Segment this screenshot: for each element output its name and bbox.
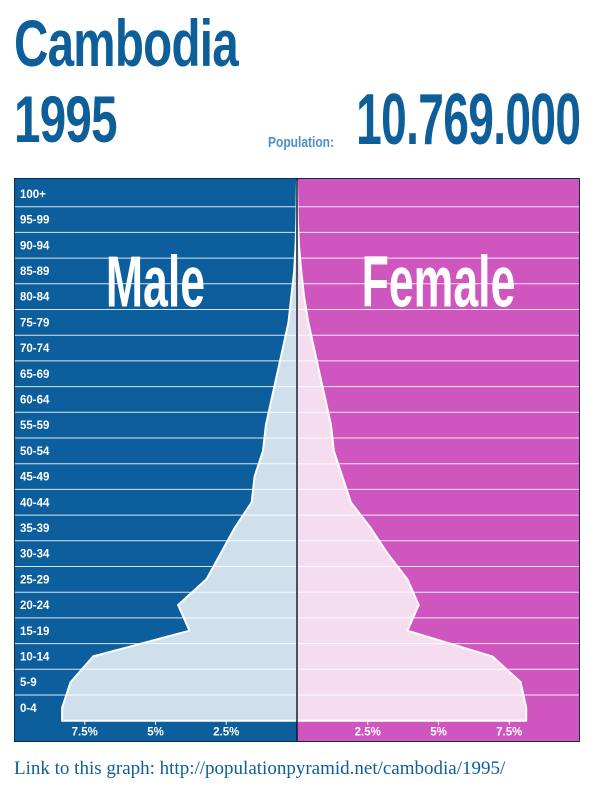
x-axis-ticks: 7.5% 5% 2.5% 2.5% 5% 7.5%	[72, 720, 522, 739]
country-title: Cambodia	[14, 6, 239, 80]
age-label-80-84: 80-84	[20, 292, 50, 304]
age-label-70-74: 70-74	[20, 343, 50, 355]
population-label: Population:	[268, 134, 334, 151]
age-label-65-69: 65-69	[20, 369, 49, 381]
age-label-5-9: 5-9	[20, 677, 37, 689]
graph-link[interactable]: Link to this graph: http://populationpyr…	[14, 758, 506, 779]
female-side-label: Female	[362, 242, 516, 323]
female-series	[296, 180, 528, 722]
age-label-20-24: 20-24	[20, 600, 50, 612]
age-label-50-54: 50-54	[20, 446, 50, 458]
population-pyramid-chart: 0-4 5-9 10-14 15-19 20-24 25-29 30-34 35-39 40-4…	[14, 178, 580, 742]
population-value: 10.769.000	[355, 80, 581, 160]
x-tick-label: 7.5%	[496, 727, 522, 739]
age-label-95-99: 95-99	[20, 215, 49, 227]
female-area	[296, 180, 528, 722]
x-tick-label: 5%	[430, 727, 447, 739]
age-label-25-29: 25-29	[20, 574, 49, 586]
x-tick-label: 5%	[147, 727, 164, 739]
age-label-60-64: 60-64	[20, 394, 50, 406]
age-label-75-79: 75-79	[20, 317, 49, 329]
male-series	[61, 180, 298, 722]
male-area	[61, 180, 298, 722]
male-side-label: Male	[106, 242, 205, 323]
age-label-0-4: 0-4	[20, 703, 37, 715]
age-label-85-89: 85-89	[20, 266, 49, 278]
age-label-55-59: 55-59	[20, 420, 49, 432]
x-tick-label: 7.5%	[72, 727, 98, 739]
age-group-labels: 0-4 5-9 10-14 15-19 20-24 25-29 30-34 35-39 40-4…	[20, 189, 50, 715]
age-label-100+: 100+	[20, 189, 46, 201]
age-label-10-14: 10-14	[20, 651, 50, 663]
age-label-90-94: 90-94	[20, 240, 50, 252]
age-label-45-49: 45-49	[20, 472, 49, 484]
age-label-15-19: 15-19	[20, 626, 49, 638]
age-label-30-34: 30-34	[20, 549, 50, 561]
age-label-40-44: 40-44	[20, 497, 50, 509]
year-title: 1995	[14, 82, 118, 156]
age-label-35-39: 35-39	[20, 523, 49, 535]
chart-frame	[14, 178, 580, 742]
x-tick-label: 2.5%	[213, 727, 239, 739]
x-tick-label: 2.5%	[355, 727, 381, 739]
